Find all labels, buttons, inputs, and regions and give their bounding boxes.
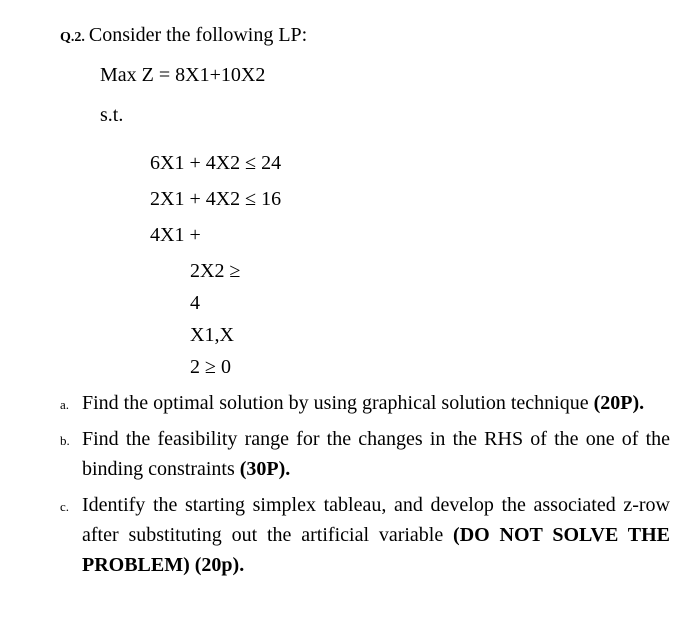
constraint-1: 6X1 + 4X2 ≤ 24	[150, 148, 670, 178]
part-a-points: (20P).	[594, 392, 645, 414]
part-c-label: c.	[60, 497, 76, 517]
part-b-text: Find the feasibility range for the chang…	[82, 424, 670, 484]
question-header: Q.2. Consider the following LP:	[60, 20, 670, 50]
part-c: c. Identify the starting simplex tableau…	[60, 490, 670, 580]
constraints-block: 6X1 + 4X2 ≤ 24 2X1 + 4X2 ≤ 16 4X1 + 2X2 …	[150, 148, 670, 382]
part-c-text: Identify the starting simplex tableau, a…	[82, 490, 670, 580]
part-b: b. Find the feasibility range for the ch…	[60, 424, 670, 484]
constraint-3-part1: 4X1 +	[150, 220, 670, 250]
nonneg-part1: X1,X	[190, 320, 670, 350]
part-b-body: Find the feasibility range for the chang…	[82, 428, 670, 480]
constraint-3-part3: 4	[190, 288, 670, 318]
part-a-text: Find the optimal solution by using graph…	[82, 388, 670, 418]
part-b-points: (30P).	[240, 458, 291, 480]
nonneg-part2: 2 ≥ 0	[190, 352, 670, 382]
part-a-body: Find the optimal solution by using graph…	[82, 392, 594, 414]
part-b-label: b.	[60, 431, 76, 451]
part-a: a. Find the optimal solution by using gr…	[60, 388, 670, 418]
question-parts: a. Find the optimal solution by using gr…	[60, 388, 670, 580]
subject-to-label: s.t.	[100, 100, 670, 130]
objective-function: Max Z = 8X1+10X2	[100, 60, 670, 90]
question-number: Q.2.	[60, 27, 85, 48]
question-prompt: Consider the following LP:	[89, 20, 307, 50]
constraint-3-part2: 2X2 ≥	[190, 256, 670, 286]
part-a-label: a.	[60, 395, 76, 415]
constraint-2: 2X1 + 4X2 ≤ 16	[150, 184, 670, 214]
